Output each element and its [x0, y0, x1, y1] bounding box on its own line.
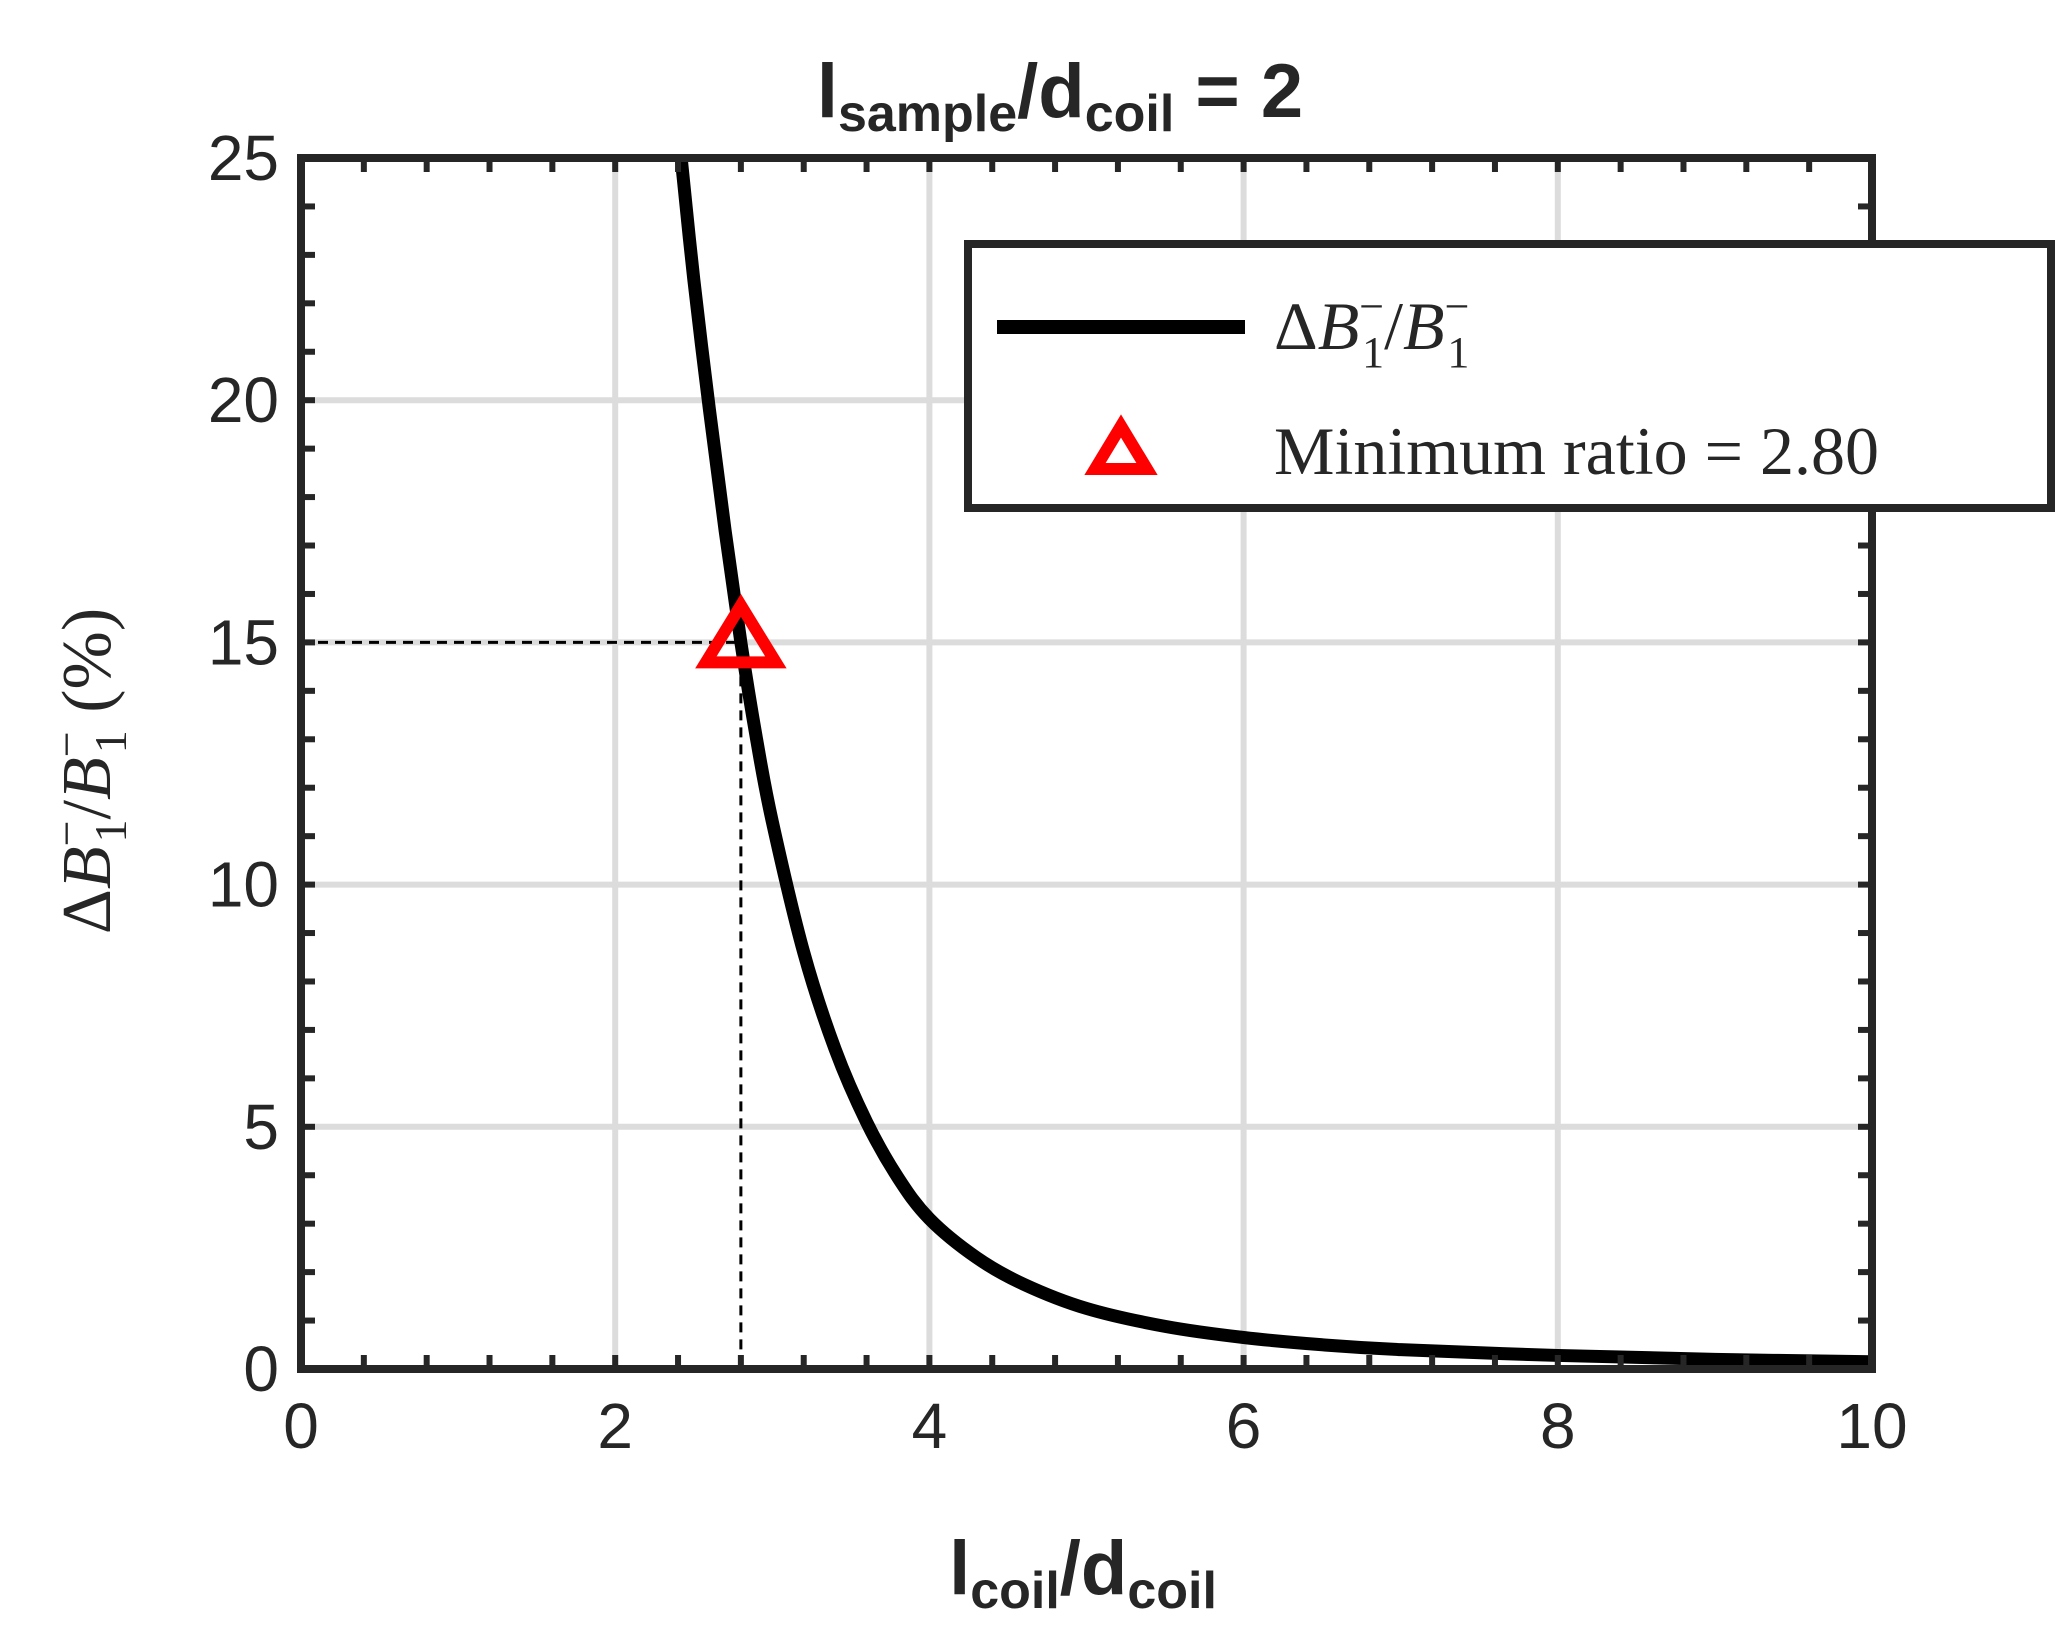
y-tick-label: 15 — [208, 606, 279, 678]
legend-sub: 1 — [1362, 328, 1384, 377]
x-tick-label: 10 — [1836, 1390, 1907, 1462]
ylabel-sup2: − — [41, 731, 92, 757]
legend-sup: − — [1359, 282, 1384, 331]
y-tick-label: 0 — [243, 1333, 279, 1405]
xlabel-sub2: coil — [1127, 1562, 1217, 1620]
y-axis-label: ΔB−1/B−1 (%) — [41, 608, 136, 934]
ylabel-delta: Δ — [49, 889, 126, 934]
ylabel-b: B — [49, 846, 126, 889]
y-tick-label: 5 — [243, 1091, 279, 1163]
legend-sup2: − — [1445, 282, 1470, 331]
legend-series-label: ΔB− 1/B− 1 — [1274, 282, 1469, 377]
ylabel-sup: − — [41, 820, 92, 846]
title-tail: = 2 — [1174, 49, 1303, 134]
legend-marker-label: Minimum ratio = 2.80 — [1274, 413, 1879, 489]
xlabel-mid: /d — [1060, 1526, 1128, 1611]
y-tick-label: 25 — [208, 122, 279, 194]
title-sub2: coil — [1085, 85, 1175, 143]
ylabel-b2: B — [49, 757, 126, 800]
xlabel-sub: coil — [970, 1562, 1060, 1620]
x-tick-label: 0 — [283, 1390, 319, 1462]
legend-delta: Δ — [1274, 288, 1318, 364]
axes — [297, 154, 1876, 1373]
x-tick-label: 6 — [1226, 1390, 1262, 1462]
series-line — [674, 157, 1873, 1369]
legend: ΔB− 1/B− 1 Minimum ratio = 2.80 — [964, 240, 2055, 512]
x-tick-label: 8 — [1540, 1390, 1576, 1462]
reference-lines — [301, 640, 743, 1369]
ylabel-sub: 1 — [85, 819, 136, 842]
minimum-ratio-marker — [695, 593, 787, 669]
x-tick-label: 2 — [597, 1390, 633, 1462]
tick-labels: 0 2 4 6 8 10 0 5 10 15 20 25 — [208, 122, 1908, 1462]
title-sub: sample — [838, 85, 1017, 143]
series — [674, 157, 1873, 1369]
legend-slash: / — [1384, 288, 1403, 364]
x-tick-label: 4 — [912, 1390, 948, 1462]
y-tick-label: 20 — [208, 364, 279, 436]
ylabel-slash: / — [49, 799, 126, 819]
y-tick-label: 10 — [208, 849, 279, 921]
title-main: l — [817, 49, 838, 134]
ylabel-unit: (%) — [49, 608, 126, 730]
x-axis-label: lcoil/dcoil — [949, 1526, 1217, 1620]
axis-box — [297, 154, 1876, 1373]
legend-marker-swatch — [1084, 414, 1158, 475]
legend-sub2: 1 — [1447, 328, 1469, 377]
chart-title: lsample/dcoil = 2 — [817, 49, 1303, 143]
legend-b: B — [1318, 288, 1360, 364]
ylabel-sub2: 1 — [85, 730, 136, 753]
markers — [695, 593, 787, 669]
xlabel-main: l — [949, 1526, 970, 1611]
title-mid: /d — [1017, 49, 1085, 134]
legend-b2: B — [1403, 288, 1445, 364]
